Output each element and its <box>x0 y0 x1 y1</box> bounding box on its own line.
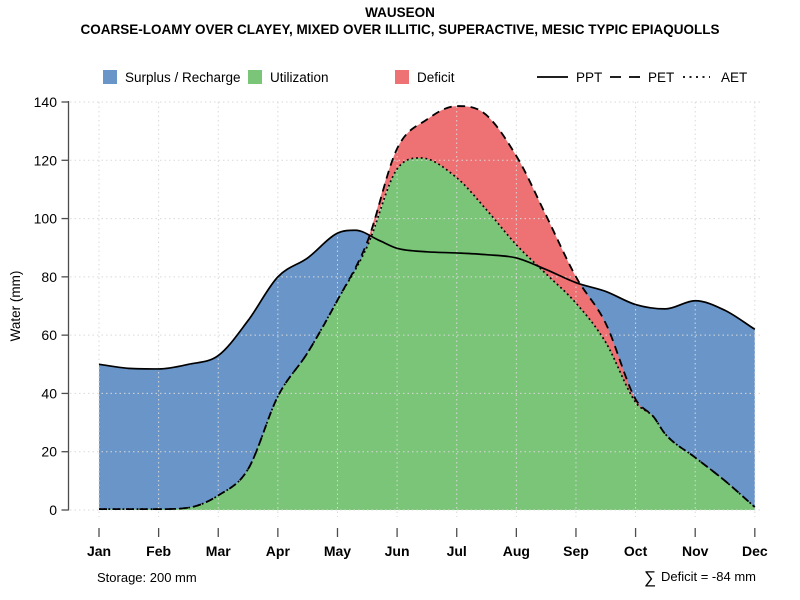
utilization-swatch <box>248 70 262 84</box>
month-label: Sep <box>563 543 589 559</box>
month-label: Nov <box>682 543 709 559</box>
aet-line <box>99 157 756 510</box>
y-tick-label: 0 <box>49 502 57 518</box>
y-tick-label: 60 <box>41 327 57 343</box>
y-tick-label: 120 <box>34 152 58 168</box>
month-label: Feb <box>146 543 171 559</box>
ppt-line <box>98 229 756 370</box>
month-label: Aug <box>503 543 530 559</box>
month-label: Oct <box>624 543 648 559</box>
gridlines <box>70 101 762 517</box>
chart-title: WAUSEON <box>365 5 435 20</box>
plot-area <box>70 101 762 517</box>
month-label: May <box>324 543 351 559</box>
deficit-swatch <box>395 70 409 84</box>
ppt-label: PPT <box>576 70 602 85</box>
y-tick-label: 40 <box>41 385 57 401</box>
deficit-area <box>367 106 654 417</box>
y-tick-label: 80 <box>41 269 57 285</box>
x-axis: Jan Feb Mar Apr May Jun Jul Aug Sep Oct Nov Dec <box>87 528 768 559</box>
y-tick-label: 100 <box>34 211 58 227</box>
pet-label: PET <box>648 70 674 85</box>
deficit-sum-text: Deficit = -84 mm <box>661 569 756 584</box>
y-axis-title: Water (mm) <box>8 271 23 342</box>
month-label: Jan <box>87 543 111 559</box>
y-tick-label: 20 <box>41 444 57 460</box>
month-label: Jun <box>385 543 410 559</box>
y-axis: Water (mm) 0 20 40 60 80 100 120 140 <box>8 94 70 518</box>
storage-annotation: Storage: 200 mm <box>97 570 197 585</box>
month-label: Dec <box>742 543 768 559</box>
surplus-swatch <box>103 70 117 84</box>
y-tick-label: 140 <box>34 94 58 110</box>
month-label: Apr <box>266 543 291 559</box>
sigma-symbol: ∑ <box>644 568 656 587</box>
utilization-label: Utilization <box>270 70 329 85</box>
deficit-annotation: ∑ Deficit = -84 mm <box>644 568 756 587</box>
month-label: Jul <box>447 543 467 559</box>
month-label: Mar <box>206 543 231 559</box>
deficit-label: Deficit <box>417 70 455 85</box>
pet-line <box>99 105 756 511</box>
surplus-label: Surplus / Recharge <box>125 70 241 85</box>
utilization-area <box>99 157 755 510</box>
legend: Surplus / Recharge Utilization Deficit P… <box>103 70 747 85</box>
chart-subtitle: COARSE-LOAMY OVER CLAYEY, MIXED OVER ILL… <box>80 22 719 37</box>
aet-label: AET <box>721 70 747 85</box>
